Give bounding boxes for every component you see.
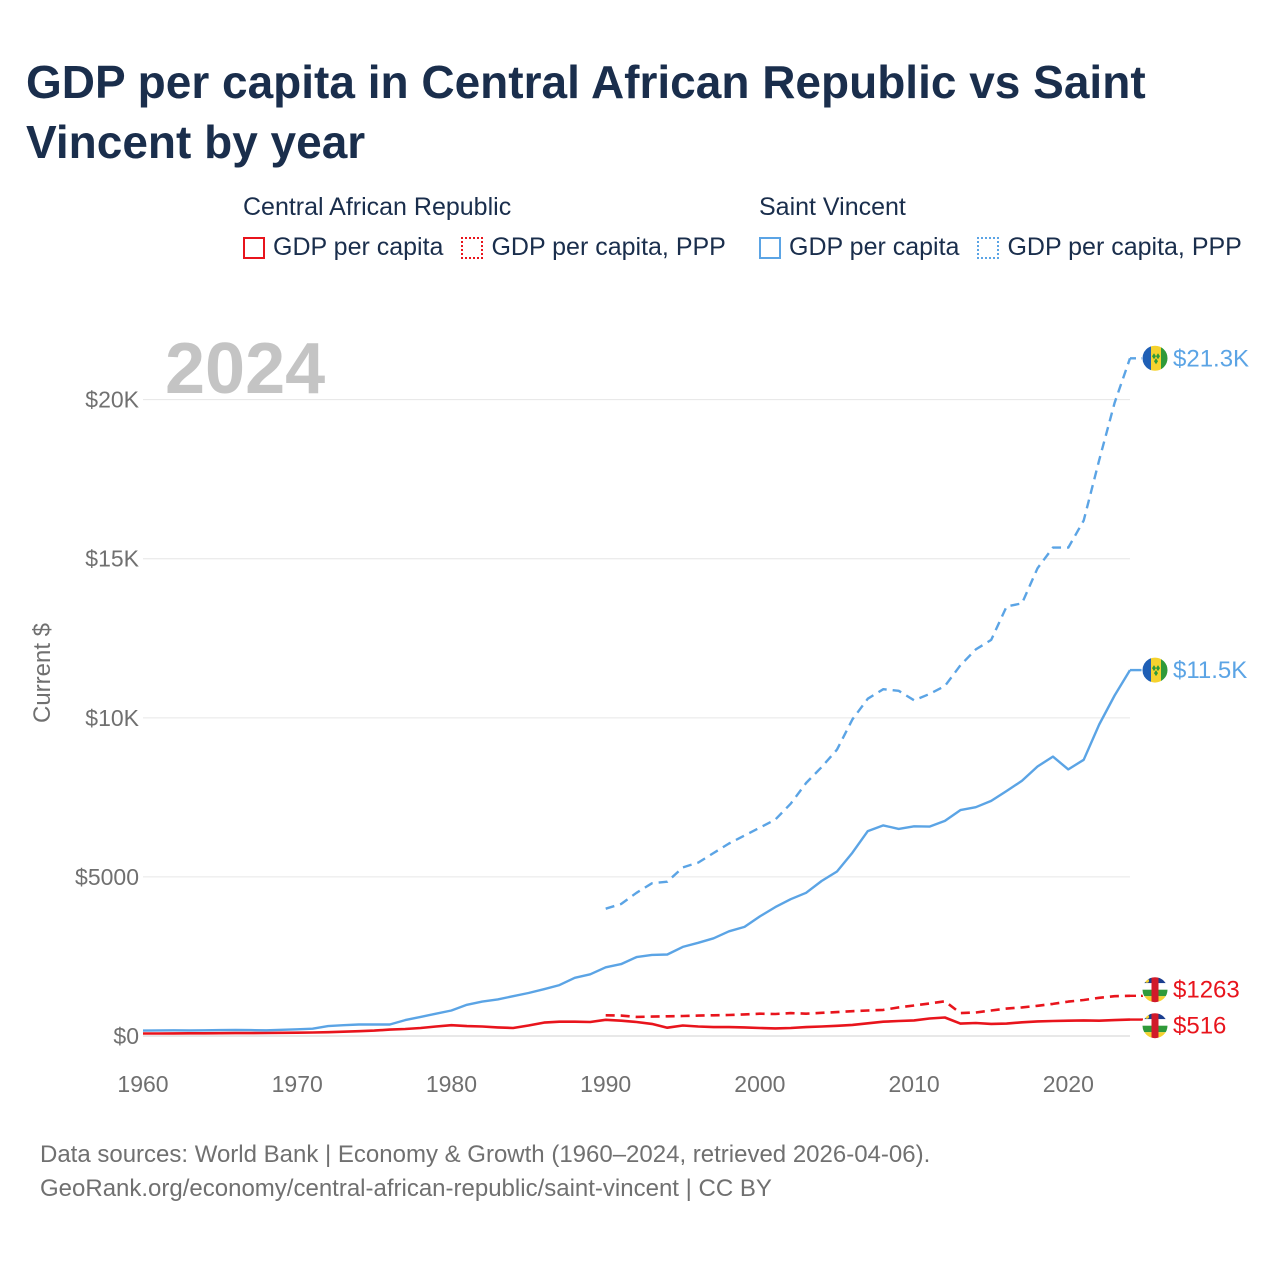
y-tick-label: $0 bbox=[113, 1023, 139, 1049]
end-value-label: $1263 bbox=[1173, 977, 1240, 1004]
y-tick-label: $15K bbox=[85, 546, 139, 572]
flag-body bbox=[1142, 345, 1168, 372]
y-axis-label: Current $ bbox=[29, 623, 56, 723]
legend-item-svg-gdp-ppp[interactable]: GDP per capita, PPP bbox=[977, 233, 1242, 262]
end-value-label: $516 bbox=[1173, 1013, 1226, 1040]
saint-vincent-flag-icon bbox=[1141, 656, 1169, 684]
legend-swatch-dotted bbox=[977, 236, 1000, 259]
central-african-republic-flag-icon bbox=[1141, 976, 1169, 1004]
flag-stripe-green bbox=[1161, 657, 1168, 684]
gridlines bbox=[143, 399, 1130, 1037]
end-value-label: $11.5K bbox=[1173, 657, 1247, 684]
legend-swatch-solid bbox=[243, 236, 265, 259]
flag-stripe-green bbox=[1161, 345, 1168, 372]
legend-label: GDP per capita, PPP bbox=[491, 233, 726, 261]
flag-border bbox=[1141, 656, 1169, 684]
flag-center-stripe bbox=[1151, 976, 1159, 1003]
footer-sources: Data sources: World Bank | Economy & Gro… bbox=[40, 1141, 931, 1168]
flag-center-stripe bbox=[1151, 1012, 1159, 1039]
central-african-republic-flag-icon bbox=[1141, 1012, 1169, 1040]
end-labels: $21.3K $11.5K $1263 $516 bbox=[1141, 344, 1249, 1040]
x-tick-label: 2000 bbox=[734, 1071, 785, 1097]
end-value-label: $21.3K bbox=[1173, 345, 1249, 372]
flag-body bbox=[1142, 657, 1168, 684]
legend-swatch-solid bbox=[759, 236, 781, 259]
y-tick-label: $5000 bbox=[75, 864, 139, 890]
legend-group-title: Central African Republic bbox=[243, 193, 512, 221]
series-line-central-african-republic-gdp-per-capita bbox=[143, 1016, 1131, 1035]
legend-label: GDP per capita bbox=[789, 233, 960, 261]
footer-attribution: GeoRank.org/economy/central-african-repu… bbox=[40, 1175, 772, 1202]
x-tick-label: 1970 bbox=[272, 1071, 323, 1097]
series-line-saint-vincent-gdp-per-capita-ppp bbox=[605, 357, 1132, 910]
year-watermark: 2024 bbox=[165, 329, 325, 409]
legend-label: GDP per capita bbox=[273, 233, 444, 261]
chart-title: GDP per capita in Central African Republ… bbox=[26, 56, 1146, 168]
axes: $0 $5000 $10K $15K $20K 1960 1970 1980 1990 2000 2… bbox=[75, 387, 1094, 1097]
legend-label: GDP per capita, PPP bbox=[1007, 233, 1242, 261]
series-lines bbox=[142, 357, 1143, 1035]
x-tick-label: 2020 bbox=[1043, 1071, 1094, 1097]
saint-vincent-flag-icon bbox=[1141, 344, 1169, 372]
flag-stripe-blue bbox=[1142, 345, 1151, 372]
legend-item-svg-gdp[interactable]: GDP per capita bbox=[759, 233, 959, 262]
x-tick-label: 1960 bbox=[117, 1071, 168, 1097]
legend-group-saint-vincent: Saint Vincent GDP per capita GDP per cap… bbox=[759, 193, 1242, 262]
x-tick-label: 2010 bbox=[889, 1071, 940, 1097]
legend-item-car-gdp-ppp[interactable]: GDP per capita, PPP bbox=[461, 233, 726, 262]
x-tick-label: 1990 bbox=[580, 1071, 631, 1097]
flag-stripe-blue bbox=[1142, 657, 1151, 684]
flag-diamonds bbox=[1152, 353, 1160, 365]
y-tick-label: $20K bbox=[85, 387, 139, 413]
footer: Data sources: World Bank | Economy & Gro… bbox=[40, 1138, 930, 1206]
flag-border bbox=[1141, 976, 1169, 1004]
flag-diamonds bbox=[1152, 665, 1160, 677]
legend-swatch-dotted bbox=[461, 236, 484, 259]
x-tick-label: 1980 bbox=[426, 1071, 477, 1097]
series-line-central-african-republic-gdp-per-capita-ppp bbox=[605, 994, 1131, 1019]
legend-group-title: Saint Vincent bbox=[759, 193, 906, 221]
legend-item-car-gdp[interactable]: GDP per capita bbox=[243, 233, 443, 262]
legend-group-central-african-republic: Central African Republic GDP per capita … bbox=[243, 193, 726, 262]
series-line-saint-vincent-gdp-per-capita bbox=[142, 669, 1132, 1032]
flag-border bbox=[1141, 1012, 1169, 1040]
flag-border bbox=[1141, 344, 1169, 372]
y-tick-label: $10K bbox=[85, 705, 139, 731]
